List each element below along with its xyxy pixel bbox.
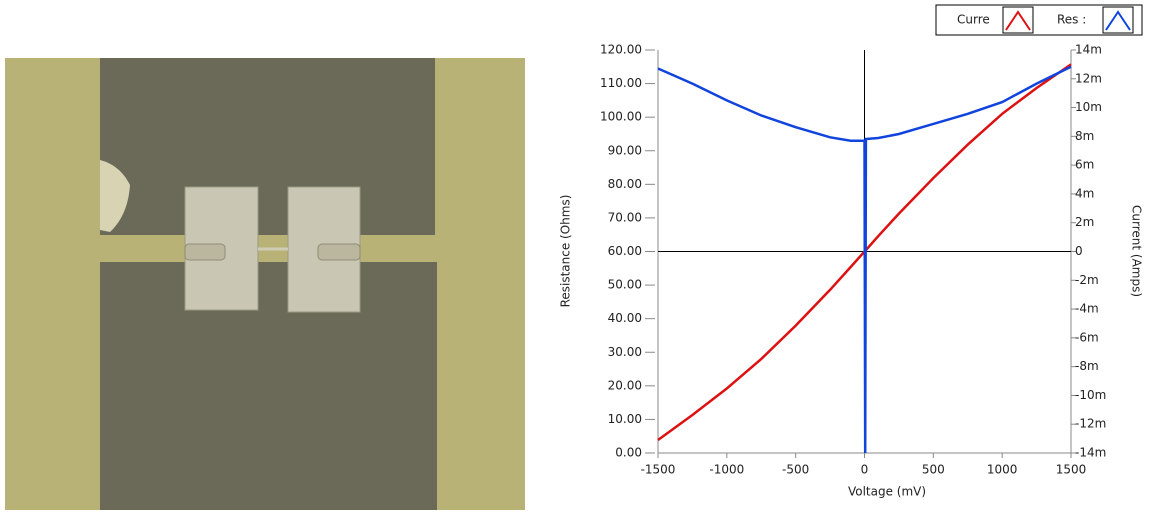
- y2-axis-title: Current (Amps): [1130, 205, 1144, 297]
- y-tick-label: 20.00: [608, 378, 642, 392]
- y2-tick-label: -8m: [1075, 359, 1099, 373]
- legend-swatch: [1105, 10, 1131, 31]
- x-tick-label: 0: [861, 463, 869, 477]
- x-axis-title: Voltage (mV): [848, 485, 926, 499]
- y-tick-label: 110.00: [600, 76, 642, 90]
- y-tick-label: 100.00: [600, 110, 642, 124]
- y2-tick-label: -12m: [1075, 417, 1106, 431]
- y2-tick-label: -4m: [1075, 302, 1099, 316]
- y-tick-label: 30.00: [608, 345, 642, 359]
- y-tick-label: 80.00: [608, 177, 642, 191]
- series-line: [657, 65, 1072, 454]
- micrograph: [5, 58, 525, 510]
- y2-tick-label: -10m: [1075, 388, 1106, 402]
- y2-tick-label: 2m: [1075, 215, 1094, 229]
- x-tick-label: 500: [922, 463, 945, 477]
- y-tick-label: 10.00: [608, 412, 642, 426]
- y2-tick-label: 14m: [1075, 43, 1102, 57]
- y-tick-label: 0.00: [615, 446, 642, 460]
- y2-tick-label: 4m: [1075, 186, 1094, 200]
- y-tick-label: 60.00: [608, 244, 642, 258]
- legend-label: Res :: [1057, 13, 1086, 27]
- y2-tick-label: -14m: [1075, 446, 1106, 460]
- y-tick-label: 50.00: [608, 278, 642, 292]
- y-tick-label: 40.00: [608, 311, 642, 325]
- legend-label: Curre: [957, 13, 990, 27]
- y2-tick-label: 12m: [1075, 71, 1102, 85]
- x-tick-label: -1500: [641, 463, 676, 477]
- x-tick-label: -500: [782, 463, 809, 477]
- x-tick-label: 1500: [1056, 463, 1087, 477]
- x-tick-label: 1000: [987, 463, 1018, 477]
- y-tick-label: 70.00: [608, 210, 642, 224]
- y-tick-label: 90.00: [608, 143, 642, 157]
- legend-swatch: [1005, 10, 1031, 31]
- x-tick-label: -1000: [709, 463, 744, 477]
- y2-tick-label: -2m: [1075, 273, 1099, 287]
- y-axis-title: Resistance (Ohms): [559, 195, 573, 308]
- y-tick-label: 120.00: [600, 43, 642, 57]
- y2-tick-label: -6m: [1075, 330, 1099, 344]
- y2-tick-label: 10m: [1075, 100, 1102, 114]
- y2-tick-label: 6m: [1075, 158, 1094, 172]
- y2-tick-label: 0: [1075, 244, 1083, 258]
- y2-tick-label: 8m: [1075, 129, 1094, 143]
